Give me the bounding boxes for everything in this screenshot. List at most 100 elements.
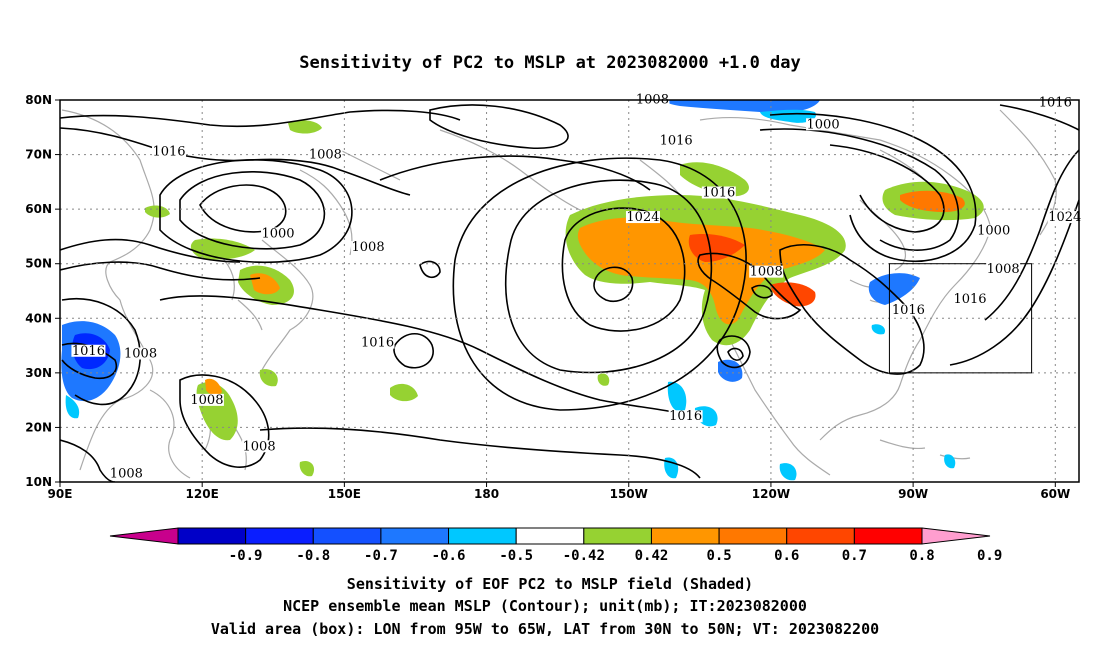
colorbar-label: -0.6 xyxy=(432,548,466,564)
contour-label-bg xyxy=(701,186,736,199)
map-grid xyxy=(60,100,1079,482)
contour-scs-1008 xyxy=(179,374,270,468)
contour-mexico-low xyxy=(727,347,744,361)
caption-line-2: NCEP ensemble mean MSLP (Contour); unit(… xyxy=(283,597,807,615)
colorbar-label: -0.8 xyxy=(296,548,330,564)
lat-tick-label: 50N xyxy=(25,257,52,271)
contour-siberian-low-outer2 xyxy=(159,159,353,264)
shade-pos-nw-pacific xyxy=(288,120,322,134)
colorbar-label: 0.8 xyxy=(909,548,934,564)
lon-tick-label: 150W xyxy=(610,487,648,501)
contour-subtropical-1016-low xyxy=(259,427,701,479)
colorbar-swatch xyxy=(583,527,652,545)
colorbar-high-triangle xyxy=(921,527,991,545)
colorbar-swatch xyxy=(515,527,585,545)
colorbar-label: -0.7 xyxy=(364,548,398,564)
lat-tick-label: 10N xyxy=(25,475,52,489)
contour-label: 1008 xyxy=(987,262,1020,277)
lon-tick-label: 90W xyxy=(898,487,928,501)
contour-pacific-cell xyxy=(393,332,434,369)
contour-gulf-alaska xyxy=(429,104,569,150)
lon-tick-label: 150E xyxy=(328,487,361,501)
contour-label: 1016 xyxy=(361,336,394,351)
contour-label: 1024 xyxy=(626,210,659,225)
contour-canada-low-1 xyxy=(769,112,977,262)
contour-label: 1008 xyxy=(110,467,143,482)
contour-label-bg xyxy=(749,265,784,278)
lat-tick-label: 70N xyxy=(25,148,52,162)
contour-label: 1016 xyxy=(953,292,986,307)
contour-pacific-high-inner xyxy=(593,266,634,302)
contour-us-1016 xyxy=(779,244,925,375)
contour-atlantic-1024 xyxy=(984,149,1079,321)
figure-title: Sensitivity of PC2 to MSLP at 2023082000… xyxy=(299,53,801,73)
contour-label: 1008 xyxy=(190,393,223,408)
contour-canada-low-2 xyxy=(759,128,960,251)
caption-line-1: Sensitivity of EOF PC2 to MSLP field (Sh… xyxy=(347,575,753,593)
contour-label-bg xyxy=(659,134,694,147)
colorbar-label: -0.42 xyxy=(563,548,605,564)
colorbar-label: -0.9 xyxy=(229,548,263,564)
contour-label: 1000 xyxy=(261,226,294,241)
lat-tick-label: 30N xyxy=(25,366,52,380)
contour-mexico-low-outer xyxy=(716,335,751,369)
contour-us-1008 xyxy=(697,252,802,320)
lat-tick-label: 40N xyxy=(25,311,52,325)
contour-label-bg xyxy=(986,262,1021,275)
colorbar-swatch xyxy=(380,527,450,545)
contour-label: 1000 xyxy=(977,224,1010,239)
contour-label-bg xyxy=(109,467,144,480)
lon-tick-label: 120E xyxy=(186,487,219,501)
contour-label: 1016 xyxy=(1039,95,1072,110)
contour-siberian-low xyxy=(199,184,287,233)
lon-tick-label: 180 xyxy=(474,487,499,501)
map-frame xyxy=(59,99,1080,483)
shade-neg-us-east xyxy=(868,273,920,305)
colorbar-swatch xyxy=(245,527,314,545)
coast-north-america-east xyxy=(819,229,991,441)
lon-tick-label: 90E xyxy=(48,487,73,501)
colorbar-label: 0.5 xyxy=(706,548,731,564)
contour-canada-low-3 xyxy=(829,144,945,233)
contour-label-bg xyxy=(152,145,187,158)
lon-tick-label: 60W xyxy=(1040,487,1070,501)
colorbar-swatch xyxy=(853,527,923,545)
lat-tick-label: 60N xyxy=(25,202,52,216)
contour-label-bg xyxy=(976,224,1011,237)
shade-neg-light-east-china xyxy=(65,395,80,419)
contour-label-bg xyxy=(123,347,158,360)
contour-label-bg xyxy=(891,303,926,316)
coast-caribbean xyxy=(879,439,971,460)
contour-label: 1016 xyxy=(702,186,735,201)
contour-label-bg xyxy=(261,227,296,240)
colorbar-swatch xyxy=(786,527,855,545)
colorbar: -0.9 -0.8 -0.7 -0.6 -0.5 -0.42 0.42 0.5 0.6 0.7 0.… xyxy=(109,527,1002,564)
contour-atlantic-1016 xyxy=(949,199,1079,366)
contour-pacific-high-1016 xyxy=(504,179,713,374)
contour-label: 1024 xyxy=(1048,210,1081,225)
colorbar-label: 0.42 xyxy=(635,548,669,564)
coast-kamchatka xyxy=(299,149,401,256)
contour-label-bg xyxy=(952,292,987,305)
contour-label-bg xyxy=(189,393,224,406)
contour-label-bg xyxy=(625,211,660,224)
contour-label: 1008 xyxy=(750,265,783,280)
contour-1008-west2 xyxy=(60,261,261,281)
lon-tick-label: 120W xyxy=(752,487,790,501)
contour-siberian-low-outer xyxy=(179,171,326,250)
contour-nw-1008 xyxy=(379,155,651,191)
contour-1008-west xyxy=(60,238,241,263)
lat-axis: 80N 70N 60N 50N 40N 30N 20N 10N xyxy=(25,93,60,489)
caption-line-3: Valid area (box): LON from 95W to 65W, L… xyxy=(211,620,879,638)
contour-label-bg xyxy=(1047,211,1082,224)
contour-label-bg xyxy=(351,241,386,254)
lon-axis: 90E 120E 150E 180 150W 120W 90W 60W xyxy=(48,482,1070,501)
contour-label-bg xyxy=(360,336,395,349)
valid-area-box xyxy=(888,263,1033,374)
shade-orange-scs xyxy=(205,378,222,396)
shade-orange-canada xyxy=(900,190,965,212)
contour-arctic-1 xyxy=(60,109,461,128)
